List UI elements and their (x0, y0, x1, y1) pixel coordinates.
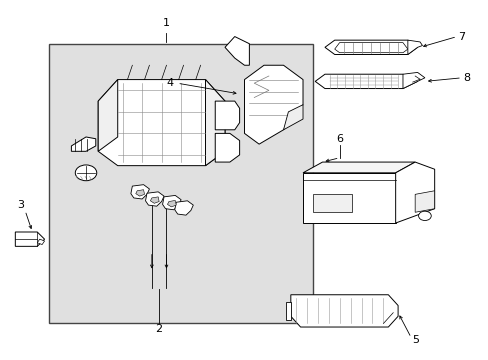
Polygon shape (395, 162, 434, 223)
Polygon shape (167, 201, 176, 207)
Polygon shape (136, 190, 144, 196)
Text: 7: 7 (457, 32, 464, 41)
Polygon shape (334, 42, 407, 53)
Polygon shape (145, 192, 163, 206)
Text: 4: 4 (166, 78, 173, 88)
Polygon shape (303, 162, 414, 173)
Polygon shape (215, 101, 239, 130)
Polygon shape (174, 201, 193, 215)
Polygon shape (215, 134, 239, 162)
Polygon shape (162, 195, 181, 210)
Polygon shape (414, 191, 434, 212)
Polygon shape (285, 302, 290, 320)
Polygon shape (15, 232, 44, 246)
Polygon shape (290, 295, 397, 327)
Polygon shape (131, 185, 149, 199)
Text: 6: 6 (335, 134, 343, 144)
Polygon shape (37, 239, 44, 244)
Bar (312, 194, 351, 212)
Polygon shape (224, 37, 249, 65)
Polygon shape (283, 105, 303, 130)
Polygon shape (98, 80, 118, 151)
Polygon shape (98, 80, 224, 166)
Polygon shape (325, 40, 417, 54)
Text: 5: 5 (411, 334, 418, 345)
Text: 8: 8 (462, 73, 469, 83)
Polygon shape (303, 173, 395, 223)
Text: 1: 1 (163, 18, 170, 28)
Circle shape (418, 211, 430, 221)
Text: 3: 3 (18, 200, 24, 210)
Polygon shape (150, 197, 159, 203)
Circle shape (75, 165, 97, 181)
Text: 2: 2 (155, 324, 163, 334)
Polygon shape (205, 80, 224, 166)
Polygon shape (402, 72, 424, 89)
Polygon shape (244, 65, 303, 144)
Polygon shape (315, 74, 417, 89)
Polygon shape (407, 40, 422, 54)
Polygon shape (71, 137, 96, 151)
Bar (49, 44, 312, 323)
